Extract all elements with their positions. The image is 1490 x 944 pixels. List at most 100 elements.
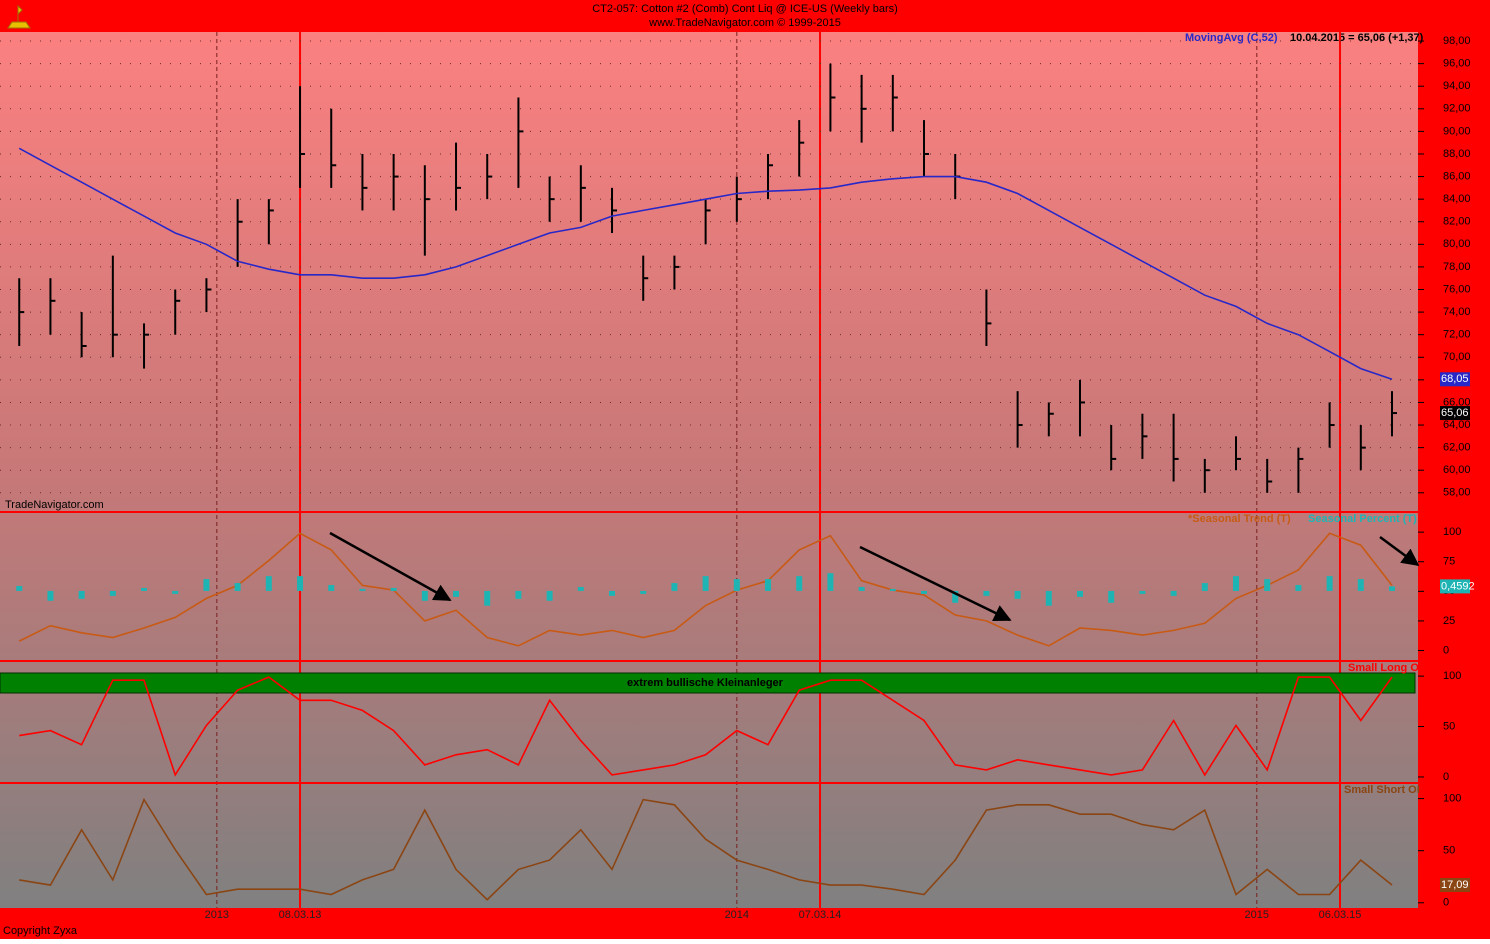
percent-bar [47,590,54,601]
date-marker-label: 06.03.15 [1319,909,1362,921]
y-tick-label: 0 [1443,644,1449,656]
series-line [18,532,1393,647]
percent-bar [609,590,616,596]
x-tick-label: 2014 [725,909,749,921]
percent-bar [297,576,304,591]
percent-bar [765,579,772,591]
date-marker-label: 08.03.13 [279,909,322,921]
y-tick-label: 74,00 [1443,306,1471,318]
percent-bar [265,576,272,591]
y-tick-label: 100 [1443,792,1461,804]
series-line [18,147,1393,381]
percent-bar [390,587,397,591]
panel-separators [0,511,1440,784]
y-tick-label: 92,00 [1443,103,1471,115]
percent-bar [1295,585,1302,591]
y-tick-label: 66,00 [1443,396,1471,408]
y-tick-label: 25 [1443,615,1455,627]
value-label-box [1440,372,1470,387]
percent-bar [733,579,740,591]
legend-entry: Small Long OI [1348,662,1422,674]
y-tick-label: 75 [1443,556,1455,568]
percent-bar [1326,576,1333,591]
percent-bar [546,590,553,601]
y-tick-label: 98,00 [1443,35,1471,47]
plot-layer: 2013 2014 2015 08.03.13 07.03.14 06.03.15 58,0… [0,32,1475,921]
percent-bar [78,590,85,599]
x-tick-label: 2013 [205,909,229,921]
y-tick-label: 72,00 [1443,329,1471,341]
percent-bar [1389,586,1396,591]
series-line [19,676,1393,777]
percent-bar [1357,579,1364,591]
y-tick-label: 50 [1443,845,1455,857]
date-marker-label: 07.03.14 [799,909,842,921]
y-tick-label: 96,00 [1443,58,1471,70]
value-label: 68,05 [1441,373,1469,385]
y-tick-label: 100 [1443,526,1461,538]
value-label: 65,06 [1441,407,1469,419]
legend-entry: MovingAvg (C,52) [1185,32,1278,44]
chart-subtitle: www.TradeNavigator.com © 1999-2015 [648,17,841,29]
percent-bar [359,588,366,591]
percent-bar [702,576,709,591]
watermark: TradeNavigator.com [5,499,104,511]
percent-bar [109,590,116,596]
percent-bar [827,573,834,591]
percent-bar [1077,590,1084,597]
y-tick-label: 0 [1443,897,1449,909]
value-label-box [1440,406,1470,421]
chart-title: CT2-057: Cotton #2 (Comb) Cont Liq @ ICE… [592,3,898,15]
percent-bar [515,590,522,599]
percent-bar [577,586,584,591]
percent-bar [952,590,959,603]
percent-bar [484,590,491,606]
series-line [19,797,1393,901]
percent-bar [921,590,928,594]
percent-bar [1014,590,1021,599]
y-tick-label: 62,00 [1443,442,1471,454]
percent-bar [172,590,179,594]
y-tick-label: 86,00 [1443,170,1471,182]
percent-bar [421,590,428,601]
percent-bar [1108,590,1115,603]
annotation-band [0,672,1416,694]
value-label: 17,09 [1441,879,1469,891]
value-label-box [1440,579,1470,594]
percent-bar [141,587,148,591]
percent-bar [1201,583,1208,591]
percent-bar [328,585,335,591]
y-tick-label: 58,00 [1443,487,1471,499]
y-tick-label: 60,00 [1443,464,1471,476]
y-tick-label: 82,00 [1443,216,1471,228]
percent-bar [640,590,647,594]
y-tick-label: 80,00 [1443,238,1471,250]
percent-bar [1170,590,1177,596]
y-tick-label: 64,00 [1443,419,1471,431]
percent-bar [453,590,460,597]
y-tick-label: 94,00 [1443,80,1471,92]
y-tick-label: 0 [1443,771,1449,783]
percent-bar [796,576,803,591]
legend-text: 10.04.2015 = 65,06 (+1,37) [1290,32,1424,44]
percent-bar [16,586,23,591]
percent-bar [1045,590,1052,606]
plot-background [0,32,1418,908]
percent-bar [671,583,678,591]
percent-bar [858,586,865,591]
x-tick-label: 2015 [1245,909,1269,921]
value-label-box [1440,877,1470,892]
legend-entry: *Seasonal Trend (T) [1188,513,1291,525]
y-tick-label: 70,00 [1443,351,1471,363]
percent-bar [203,579,210,591]
legend-entry: Small Short OI [1344,784,1420,796]
logo [7,4,31,29]
footer: Copyright Zyxa [3,925,78,937]
percent-bar [983,590,990,596]
percent-bar [1233,576,1240,591]
y-tick-label: 76,00 [1443,283,1471,295]
legend-entry: Seasonal Percent (T) [1308,513,1417,525]
y-tick-label: 90,00 [1443,125,1471,137]
